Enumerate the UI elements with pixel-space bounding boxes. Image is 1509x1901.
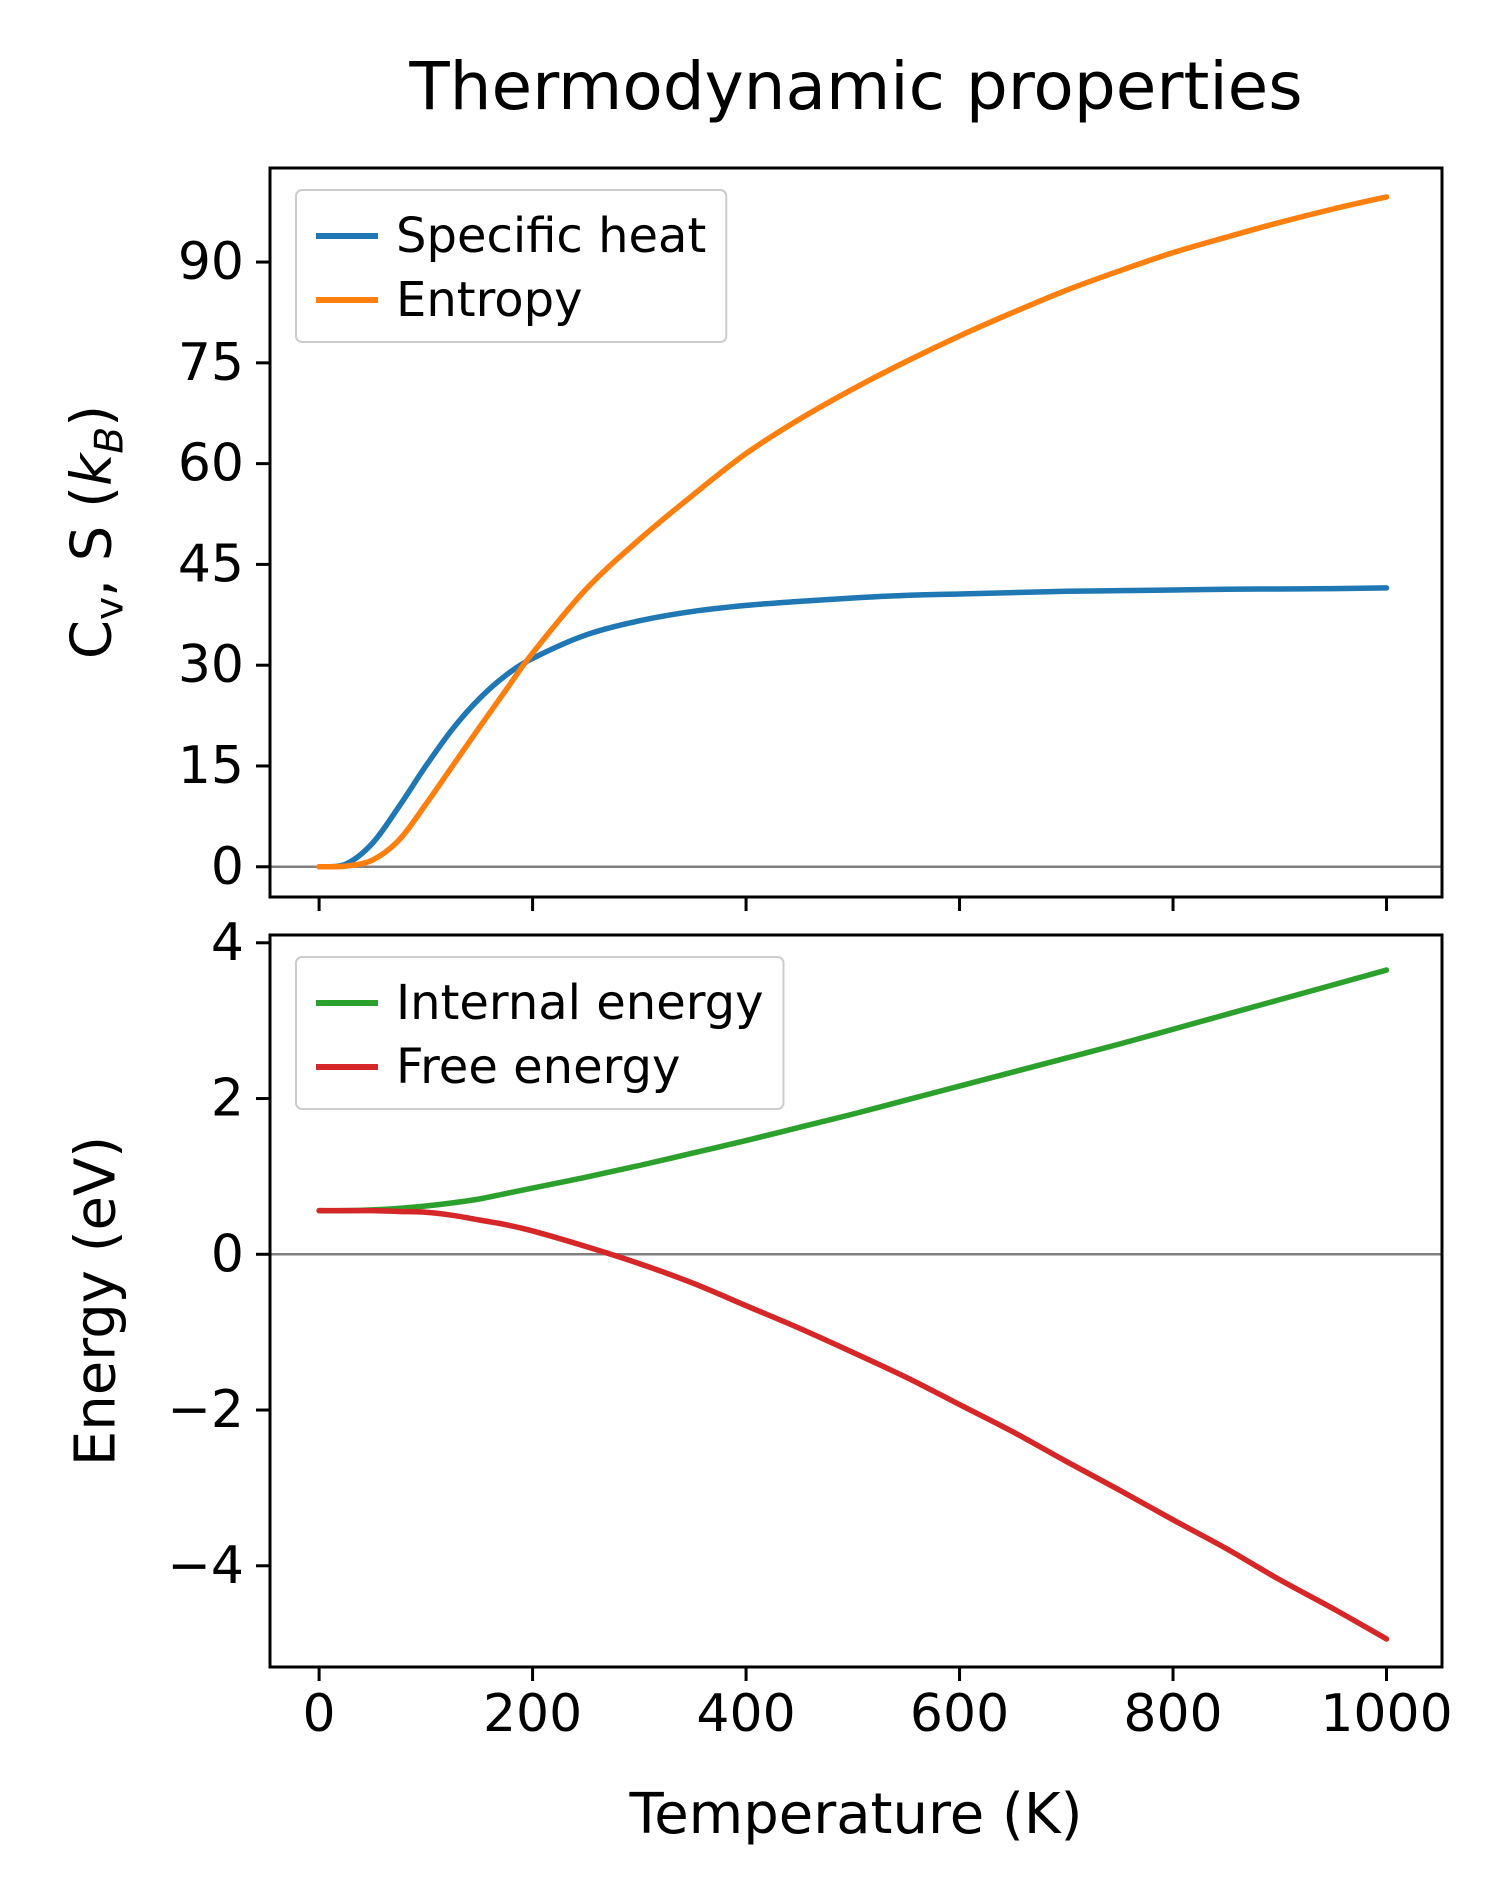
y-tick-label-90: 90 [178,232,244,292]
y-tick-label-0: 0 [211,837,244,897]
axes-frame [268,166,1444,899]
legend: Specific heat Entropy [295,189,728,343]
legend: Internal energy Free energy [295,956,785,1110]
legend-label-internal-energy: Internal energy [396,975,764,1031]
legend-label-specific-heat: Specific heat [396,208,706,264]
legend-label-entropy: Entropy [396,272,583,328]
x-tick-label-800: 800 [1123,1684,1222,1744]
x-tick-label-0: 0 [303,1684,336,1744]
y-tick-label-2: 2 [211,1069,244,1129]
x-tick-label-1000: 1000 [1320,1684,1452,1744]
y-tick-label-75: 75 [178,333,244,393]
y-tick-label-4: 4 [211,913,244,973]
series-line-specific-heat [316,585,1390,870]
series-line-entropy [316,194,1390,870]
x-axis-label: Temperature (K) [629,1782,1083,1847]
subplot-1: 0 15 30 45 60 75 90 Specific heat Entropy [178,166,1444,911]
y-tick-label-60: 60 [178,434,244,494]
figure-title: Thermodynamic properties [409,48,1303,125]
y-tick-label-45: 45 [178,534,244,594]
legend-box [295,189,728,343]
subplot-2: 0 200 400 600 800 1000 −4 −2 0 2 4 Internal energy F… [167,913,1452,1744]
y-tick-label--4: −4 [167,1536,244,1596]
x-tick-label-400: 400 [696,1684,795,1744]
series-line-free-energy [316,1207,1390,1642]
y-tick-label--2: −2 [167,1380,244,1440]
y-tick-label-30: 30 [178,635,244,695]
axes-frame [268,933,1444,1669]
x-tick-label-200: 200 [483,1684,582,1744]
y-tick-label-15: 15 [178,736,244,796]
y-tick-label-0: 0 [211,1224,244,1284]
x-tick-label-600: 600 [910,1684,1009,1744]
legend-label-free-energy: Free energy [396,1039,680,1095]
series-line-internal-energy [316,967,1390,1214]
legend-box [295,956,785,1110]
